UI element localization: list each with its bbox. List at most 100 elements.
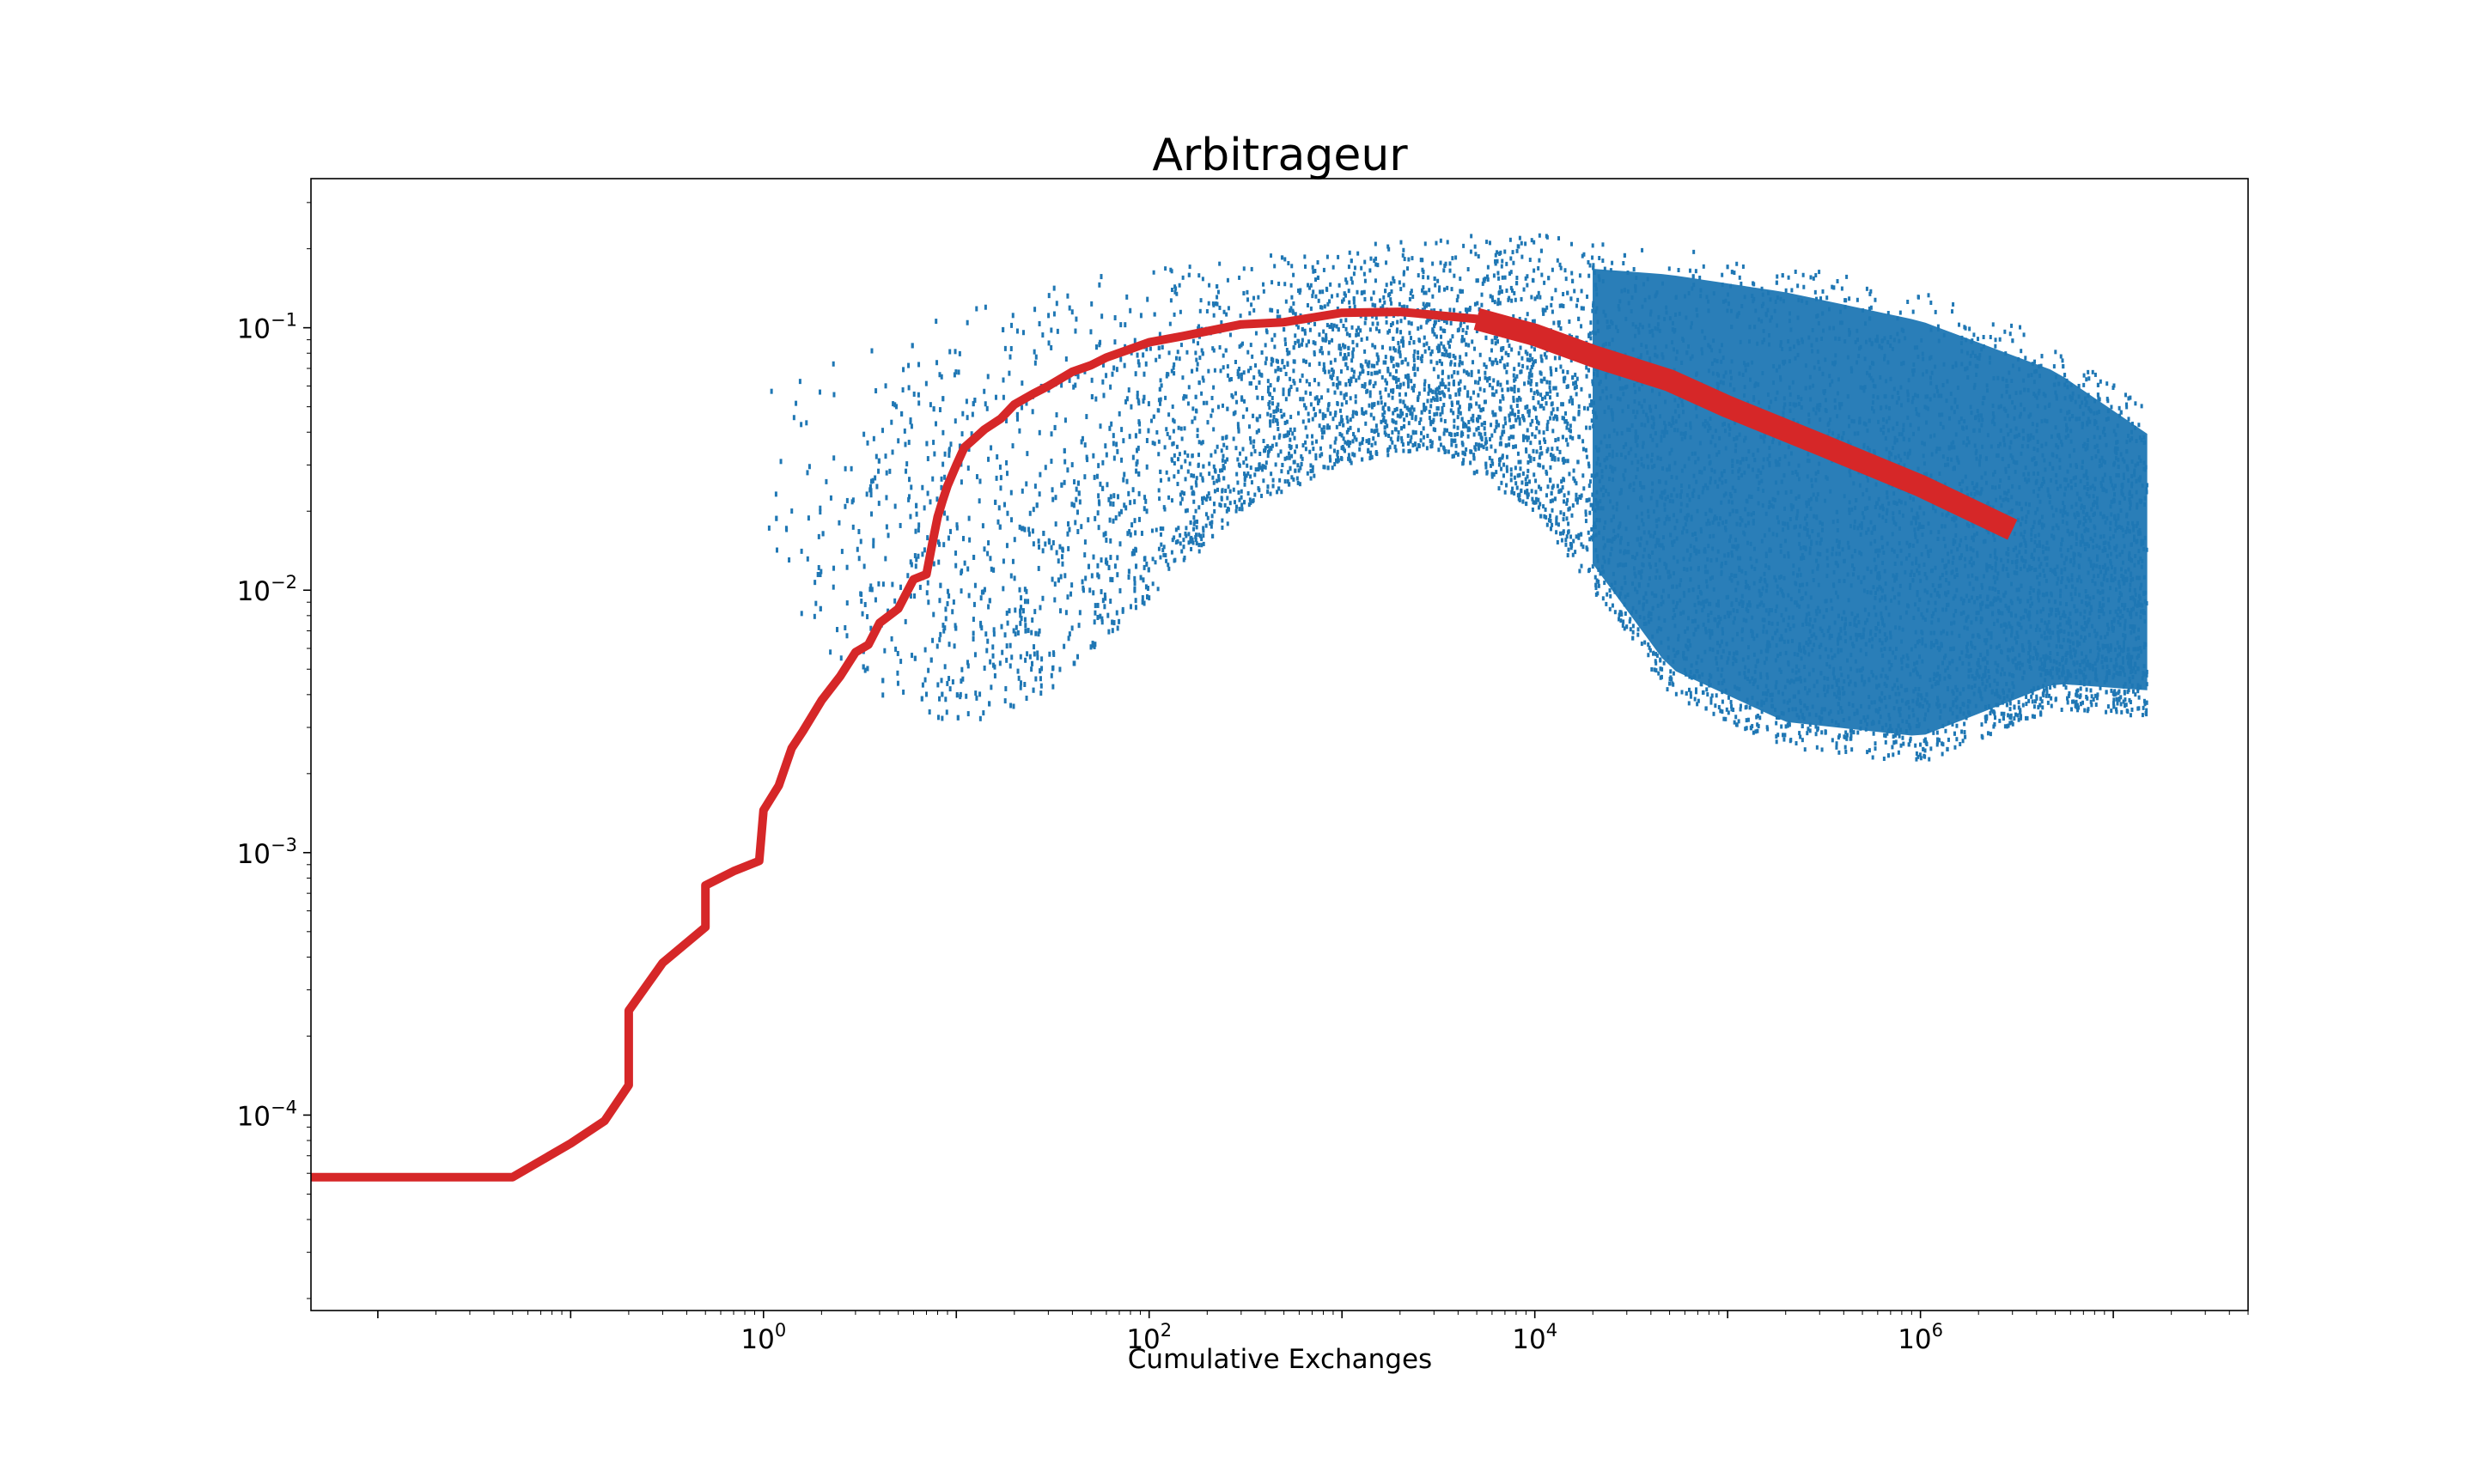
scatter-point (1727, 710, 1730, 715)
scatter-point (1412, 383, 1416, 388)
scatter-point (1655, 653, 1659, 658)
scatter-point (2114, 691, 2118, 696)
scatter-point (1078, 499, 1082, 505)
scatter-point (1134, 371, 1137, 377)
scatter-point (1396, 413, 1399, 418)
scatter-point (1179, 309, 1182, 314)
scatter-point (1551, 309, 1554, 314)
scatter-point (1159, 555, 1162, 560)
scatter-point (1347, 443, 1350, 448)
scatter-point (1151, 581, 1155, 587)
scatter-point (1154, 560, 1157, 565)
scatter-point (1666, 687, 1669, 692)
scatter-point (1009, 702, 1013, 709)
scatter-point (1411, 411, 1414, 417)
scatter-point (1929, 301, 1933, 306)
scatter-point (1235, 471, 1239, 477)
scatter-point (1005, 459, 1008, 465)
scatter-point (895, 404, 899, 410)
scatter-point (938, 696, 941, 702)
scatter-point (1339, 351, 1343, 356)
scatter-point (1391, 395, 1394, 400)
scatter-point (1286, 362, 1289, 368)
scatter-point (1428, 384, 1431, 389)
scatter-point (2112, 383, 2116, 388)
scatter-point (1446, 285, 1449, 290)
scatter-point (1170, 288, 1173, 293)
scatter-point (1163, 507, 1167, 512)
scatter-point (1105, 452, 1108, 458)
scatter-point (1542, 406, 1545, 411)
scatter-point (1782, 737, 1786, 742)
scatter-point (1369, 412, 1373, 417)
scatter-point (820, 569, 823, 575)
scatter-point (1236, 422, 1240, 427)
scatter-point (979, 595, 983, 601)
scatter-point (817, 533, 820, 539)
scatter-point (874, 597, 877, 603)
scatter-point (1021, 380, 1024, 386)
scatter-point (1124, 398, 1128, 404)
scatter-point (1370, 442, 1374, 447)
scatter-point (1328, 324, 1331, 329)
scatter-point (1849, 728, 1852, 733)
scatter-point (1709, 700, 1713, 705)
scatter-point (1289, 427, 1292, 432)
scatter-point (1376, 263, 1380, 268)
scatter-point (1106, 482, 1109, 488)
scatter-point (1258, 414, 1262, 419)
scatter-point (1443, 347, 1447, 352)
scatter-point (1387, 392, 1391, 398)
scatter-point (1145, 346, 1149, 352)
scatter-point (1868, 307, 1871, 312)
scatter-point (1338, 422, 1342, 427)
scatter-point (1096, 602, 1100, 608)
scatter-point (1291, 431, 1295, 436)
scatter-point (1429, 317, 1432, 322)
scatter-point (1386, 366, 1390, 371)
scatter-point (1462, 458, 1466, 463)
scatter-point (1050, 672, 1053, 678)
scatter-point (1394, 448, 1398, 453)
scatter-point (1898, 310, 1902, 315)
scatter-point (1425, 446, 1429, 451)
scatter-point (1557, 356, 1561, 361)
scatter-point (1100, 313, 1104, 319)
scatter-point (2085, 377, 2088, 382)
scatter-point (1367, 371, 1370, 376)
scatter-point (1526, 409, 1530, 414)
scatter-point (1196, 362, 1199, 367)
scatter-point (907, 496, 911, 502)
scatter-point (1470, 373, 1473, 378)
scatter-point (1063, 479, 1066, 485)
scatter-point (1032, 507, 1035, 513)
scatter-point (1334, 436, 1338, 441)
scatter-point (1374, 370, 1377, 375)
scatter-point (960, 568, 964, 574)
scatter-point (1526, 474, 1529, 479)
scatter-point (1459, 411, 1462, 416)
scatter-point (1459, 387, 1462, 392)
scatter-point (924, 691, 928, 697)
scatter-point (1590, 473, 1593, 478)
scatter-point (1453, 369, 1456, 374)
scatter-point (1587, 530, 1590, 535)
scatter-point (961, 676, 965, 682)
scatter-point (1457, 381, 1460, 386)
scatter-point (1398, 350, 1402, 355)
scatter-point (1530, 295, 1533, 300)
scatter-point (1410, 289, 1413, 294)
scatter-point (1465, 342, 1468, 347)
scatter-point (1167, 412, 1171, 417)
scatter-point (1647, 642, 1650, 648)
scatter-point (1174, 527, 1178, 532)
scatter-point (978, 691, 982, 697)
scatter-point (1372, 290, 1375, 295)
scatter-point (1852, 730, 1855, 735)
scatter-point (1484, 441, 1487, 446)
scatter-point (1039, 676, 1042, 682)
scatter-point (1383, 410, 1386, 415)
scatter-point (1423, 241, 1427, 246)
scatter-point (926, 535, 929, 541)
scatter-point (910, 562, 913, 568)
